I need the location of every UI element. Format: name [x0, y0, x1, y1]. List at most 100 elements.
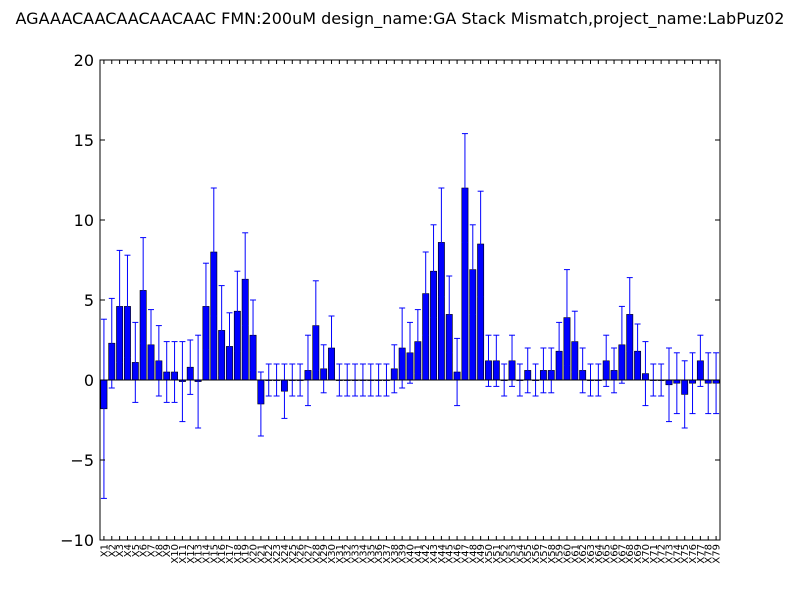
x-tick-label: X29 — [319, 544, 330, 564]
x-tick-label: X55 — [523, 544, 534, 564]
x-tick-label: X7 — [147, 544, 158, 557]
x-tick-label: X21 — [256, 544, 267, 564]
error-bar-X79 — [713, 352, 720, 415]
error-bar-X47 — [461, 133, 468, 243]
error-bar-X19 — [242, 232, 249, 327]
y-axis: −10 −5 0 5 10 15 20 — [60, 51, 720, 550]
y-tick-label: 20 — [74, 51, 94, 70]
x-tick-label: X75 — [680, 544, 691, 564]
x-tick-label: X44 — [437, 544, 448, 564]
chart-title: AGAAACAACAACAACAAC FMN:200uM design_name… — [16, 9, 785, 29]
x-tick-label: X19 — [241, 544, 252, 564]
x-tick-label: X70 — [641, 544, 652, 564]
error-bar-X55 — [524, 347, 531, 394]
x-tick-label: X9 — [162, 544, 173, 557]
error-bar-X62 — [579, 347, 586, 394]
x-tick-label: X78 — [704, 544, 715, 564]
x-tick-label: X53 — [508, 544, 519, 564]
x-tick-label: X30 — [327, 544, 338, 564]
x-tick-label: X77 — [696, 544, 707, 564]
error-bar-X77 — [697, 334, 704, 387]
error-bar-X27 — [304, 334, 311, 407]
error-bar-X51 — [493, 334, 500, 387]
x-tick-label: X64 — [594, 544, 605, 564]
error-bar-X44 — [438, 187, 445, 298]
x-axis: X1X2X3X4X5X6X7X8X9X10X11X12X13X14X15X16X… — [99, 60, 723, 564]
x-tick-label: X66 — [610, 544, 621, 564]
error-bar-X60 — [563, 269, 570, 367]
error-bar-X76 — [689, 352, 696, 415]
error-bar-X20 — [250, 299, 257, 371]
x-tick-label: X42 — [421, 544, 432, 564]
error-bar-X4 — [124, 254, 131, 359]
x-tick-label: X58 — [547, 544, 558, 564]
x-tick-label: X26 — [296, 544, 307, 564]
y-tick-label: 0 — [84, 371, 94, 390]
error-bar-X45 — [446, 275, 453, 354]
x-tick-label: X51 — [492, 544, 503, 564]
x-tick-label: X28 — [311, 544, 322, 564]
x-tick-label: X12 — [186, 544, 197, 564]
x-tick-label: X73 — [664, 544, 675, 564]
x-tick-label: X46 — [453, 544, 464, 564]
x-tick-label: X50 — [484, 544, 495, 564]
x-tick-label: X49 — [476, 544, 487, 564]
x-tick-label: X56 — [531, 544, 542, 564]
x-tick-label: X8 — [154, 544, 165, 557]
error-bar-X24 — [281, 363, 288, 419]
x-tick-label: X43 — [429, 544, 440, 564]
error-bar-X50 — [485, 334, 492, 387]
error-bar-X65 — [603, 334, 610, 387]
x-tick-label: X25 — [288, 544, 299, 564]
error-bar-X61 — [571, 310, 578, 373]
x-tick-label: X24 — [280, 544, 291, 564]
x-tick-label: X71 — [649, 544, 660, 564]
x-tick-label: X40 — [406, 544, 417, 564]
x-tick-label: X6 — [139, 544, 150, 557]
x-tick-label: X74 — [672, 544, 683, 564]
x-tick-label: X37 — [382, 544, 393, 564]
x-tick-label: X23 — [272, 544, 283, 564]
error-bar-X16 — [218, 285, 225, 376]
x-tick-label: X57 — [539, 544, 550, 564]
error-bar-X48 — [469, 224, 476, 315]
error-bar-X70 — [642, 341, 649, 407]
y-tick-label: 15 — [74, 131, 94, 150]
x-tick-label: X61 — [570, 544, 581, 564]
y-tick-label: −5 — [70, 451, 94, 470]
x-tick-label: X63 — [586, 544, 597, 564]
x-tick-label: X79 — [712, 544, 723, 564]
error-bar-X39 — [399, 307, 406, 389]
x-tick-label: X36 — [374, 544, 385, 564]
error-bar-X14 — [202, 262, 209, 351]
error-bar-X12 — [187, 339, 194, 395]
x-tick-label: X3 — [115, 544, 126, 557]
error-bar-X73 — [665, 347, 672, 423]
error-bars-layer — [100, 133, 720, 499]
x-tick-label: X69 — [633, 544, 644, 564]
x-tick-label: X59 — [555, 544, 566, 564]
x-tick-label: X33 — [351, 544, 362, 564]
x-tick-label: X14 — [201, 544, 212, 564]
y-tick-label: 5 — [84, 291, 94, 310]
error-bar-X53 — [509, 334, 516, 387]
x-tick-label: X27 — [303, 544, 314, 564]
error-bar-X41 — [414, 309, 421, 375]
error-bar-X74 — [673, 352, 680, 415]
x-tick-label: X16 — [217, 544, 228, 564]
plot-frame — [99, 59, 721, 541]
error-bar-X42 — [422, 251, 429, 336]
x-tick-label: X10 — [170, 544, 181, 564]
error-bar-X3 — [116, 249, 123, 363]
x-tick-label: X60 — [562, 544, 573, 564]
x-tick-label: X13 — [194, 544, 205, 564]
error-bar-X78 — [705, 352, 712, 415]
x-tick-label: X18 — [233, 544, 244, 564]
x-tick-label: X38 — [390, 544, 401, 564]
error-bar-X28 — [312, 280, 319, 371]
x-tick-label: X72 — [657, 544, 668, 564]
x-tick-label: X4 — [123, 544, 134, 557]
error-bar-X46 — [454, 337, 461, 407]
error-bar-X11 — [179, 341, 186, 423]
